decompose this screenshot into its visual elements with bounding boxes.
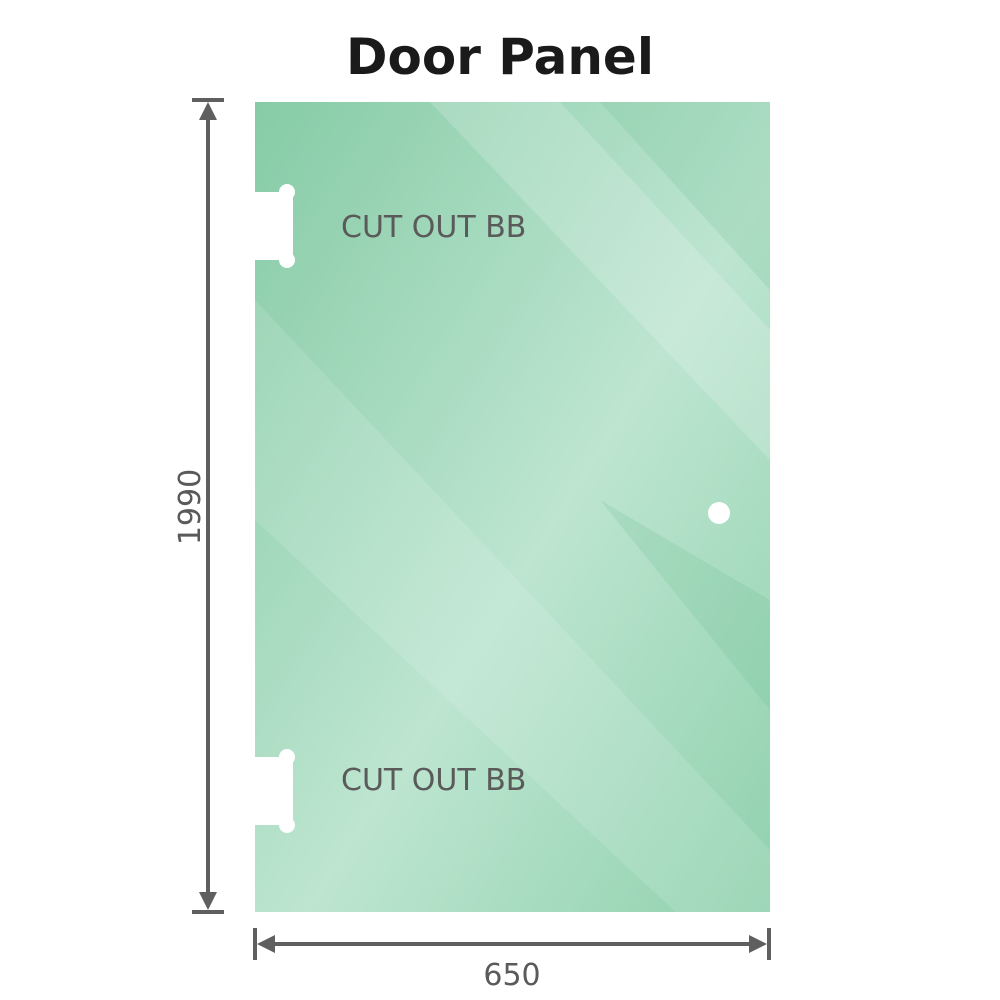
- cutout-label-top: CUT OUT BB: [341, 210, 526, 245]
- cutout-top: [255, 184, 295, 268]
- glass-panel: [255, 102, 770, 912]
- height-value: 1990: [173, 469, 208, 545]
- width-dimension-line: [253, 928, 771, 960]
- handle-hole: [708, 502, 730, 524]
- height-dimension-line: [192, 98, 224, 914]
- cutout-label-bottom: CUT OUT BB: [341, 763, 526, 798]
- cutout-bottom: [255, 749, 295, 833]
- page-title: Door Panel: [346, 28, 654, 86]
- width-value: 650: [483, 958, 540, 993]
